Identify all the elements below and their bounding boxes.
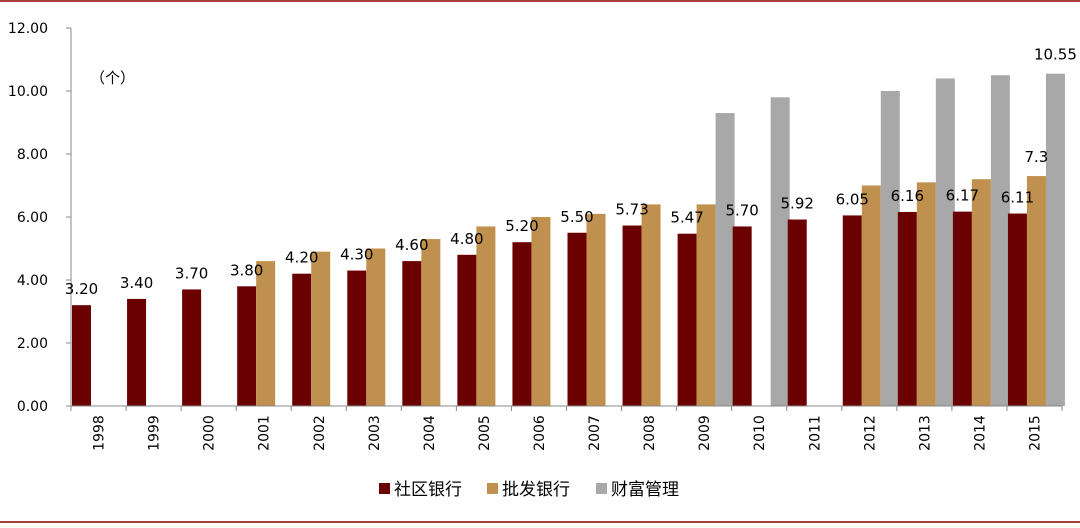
bar-2009-series-1 <box>696 204 716 406</box>
bar-2012-series-0 <box>842 215 862 406</box>
x-tick-label: 2007 <box>587 415 603 451</box>
x-tick-label: 2004 <box>422 415 438 451</box>
bar-2013-series-2 <box>935 78 955 407</box>
data-label-1999-series-0: 3.40 <box>120 274 153 292</box>
bar-2010-series-2 <box>770 97 790 407</box>
bar-2006-series-1 <box>531 217 551 406</box>
x-tick-label: 2009 <box>697 415 713 451</box>
y-tick-label: 12.00 <box>8 21 48 37</box>
data-label-1998-series-0: 3.20 <box>65 280 98 298</box>
x-tick-label: 2006 <box>532 415 548 451</box>
bar-2002-series-1 <box>311 251 331 406</box>
data-label-2004-series-0: 4.60 <box>395 236 428 254</box>
bar-2007-series-1 <box>586 213 606 406</box>
bar-2012-series-2 <box>880 91 900 406</box>
bar-2000-series-0 <box>182 289 202 406</box>
data-label-2013-series-0: 6.16 <box>891 187 924 205</box>
x-tick-label: 2011 <box>807 415 823 451</box>
x-tick-label: 2014 <box>972 415 988 451</box>
bar-2012-series-1 <box>861 185 881 406</box>
x-tick-label: 1998 <box>92 415 108 451</box>
x-axis: 1998 1999 2000 2001 2002 2003 2004 2005 2006 2007… <box>70 405 1063 451</box>
data-label-2000-series-0: 3.70 <box>175 264 208 282</box>
data-label-2015-series-0: 6.11 <box>1001 189 1034 207</box>
data-label-2007-series-0: 5.50 <box>560 208 593 226</box>
x-tick-label: 2010 <box>752 415 768 451</box>
legend-swatch-0 <box>379 483 390 494</box>
bar-2009-series-2 <box>715 113 735 407</box>
data-label-2003-series-0: 4.30 <box>340 246 373 264</box>
bar-2003-series-1 <box>366 248 386 406</box>
bar-2006-series-0 <box>512 242 532 406</box>
bar-2015-series-1 <box>1026 176 1046 406</box>
legend-label-2: 财富管理 <box>611 480 679 500</box>
bar-2005-series-0 <box>457 254 477 406</box>
bar-2008-series-1 <box>641 204 661 406</box>
y-tick-label: 6.00 <box>17 210 48 226</box>
x-tick-label: 2002 <box>312 415 328 451</box>
data-label-2010-series-0: 5.70 <box>725 201 758 219</box>
bar-2005-series-1 <box>476 226 496 406</box>
bar-2010-series-0 <box>732 226 752 406</box>
legend-swatch-2 <box>596 483 607 494</box>
bar-2003-series-0 <box>347 270 367 406</box>
bar-2014-series-0 <box>952 211 972 406</box>
bars-group <box>72 73 1065 407</box>
y-tick-label: 0.00 <box>17 399 48 415</box>
bar-2014-series-2 <box>990 75 1010 406</box>
bar-2015-series-2 <box>1045 73 1065 407</box>
legend: 社区银行 批发银行 财富管理 <box>379 480 679 500</box>
data-labels-group: 3.20 3.40 3.70 3.80 4.20 4.30 4.60 4.80 5.20 5.50… <box>65 46 1077 299</box>
bar-2014-series-1 <box>971 179 991 406</box>
x-tick-label: 2013 <box>917 415 933 451</box>
data-label-2015-series-2: 10.55 <box>1034 46 1077 64</box>
bar-2004-series-0 <box>402 261 422 406</box>
legend-label-1: 批发银行 <box>502 480 570 500</box>
unit-label: （个） <box>90 69 135 87</box>
y-tick-label: 4.00 <box>17 273 48 289</box>
x-tick-label: 2003 <box>367 415 383 451</box>
bar-2015-series-0 <box>1007 213 1027 406</box>
bar-2009-series-0 <box>677 233 697 406</box>
bar-2002-series-0 <box>292 273 312 406</box>
x-tick-label: 2000 <box>202 415 218 451</box>
y-tick-label: 10.00 <box>8 84 48 100</box>
data-label-2011-series-0: 5.92 <box>781 195 814 213</box>
legend-swatch-1 <box>487 483 498 494</box>
y-tick-label: 2.00 <box>17 336 48 352</box>
x-tick-label: 2008 <box>642 415 658 451</box>
legend-label-0: 社区银行 <box>394 480 462 500</box>
bar-2001-series-0 <box>237 286 257 406</box>
bar-2008-series-0 <box>622 225 642 406</box>
data-label-2001-series-0: 3.80 <box>230 261 263 279</box>
data-label-2012-series-0: 6.05 <box>836 190 869 208</box>
bar-2011-series-0 <box>787 219 807 406</box>
data-label-2009-series-0: 5.47 <box>670 209 703 227</box>
bar-2013-series-0 <box>897 211 917 406</box>
x-tick-label: 2015 <box>1027 415 1043 451</box>
bar-1999-series-0 <box>127 298 147 406</box>
data-label-2002-series-0: 4.20 <box>285 249 318 267</box>
bar-2004-series-1 <box>421 239 441 406</box>
x-tick-label: 2005 <box>477 415 493 451</box>
y-axis: 0.00 2.00 4.00 6.00 8.00 10.00 12.00 <box>8 21 72 415</box>
x-tick-label: 1999 <box>147 415 163 451</box>
bar-1998-series-0 <box>72 305 91 406</box>
x-tick-label: 2001 <box>257 415 273 451</box>
data-label-2005-series-0: 4.80 <box>450 230 483 248</box>
data-label-2015-series-1: 7.3 <box>1025 148 1049 166</box>
bar-2007-series-0 <box>567 232 587 406</box>
data-label-2008-series-0: 5.73 <box>615 201 648 219</box>
x-tick-label: 2012 <box>862 415 878 451</box>
bar-2001-series-1 <box>256 261 276 406</box>
bar-2013-series-1 <box>916 182 936 406</box>
data-label-2006-series-0: 5.20 <box>505 217 538 235</box>
y-tick-label: 8.00 <box>17 147 48 163</box>
data-label-2014-series-0: 6.17 <box>946 187 979 205</box>
